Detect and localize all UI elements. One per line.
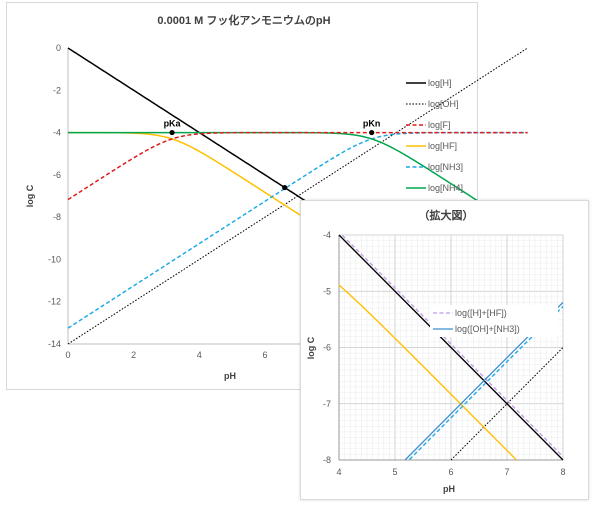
inset-y-tick-label: -4 bbox=[323, 230, 331, 240]
inset-chart: （拡大図） pH log C -4 -5 -6 -7 -8 4 5 6 7 8 log([H]+[H… bbox=[306, 208, 566, 494]
inset-legend-box bbox=[430, 305, 558, 337]
series-line-log-oh- bbox=[67, 47, 528, 345]
inset-x-tick-label: 8 bbox=[560, 467, 565, 477]
inset-series-line-log-h- bbox=[338, 234, 564, 461]
inset-legend-label: log([H]+[HF]) bbox=[455, 308, 507, 318]
x-axis-label: pH bbox=[224, 371, 236, 381]
inset-x-tick-label: 6 bbox=[448, 467, 453, 477]
y-tick-label: -12 bbox=[48, 297, 61, 307]
legend-label: log[OH] bbox=[428, 99, 459, 109]
x-tick-label: 4 bbox=[197, 350, 202, 360]
marker-point bbox=[369, 129, 375, 136]
inset-series-line-log-oh- bbox=[450, 347, 564, 461]
y-axis-label: log C bbox=[25, 184, 35, 207]
inset-title: （拡大図） bbox=[419, 208, 474, 222]
marker-point bbox=[169, 129, 175, 136]
y-tick-label: 0 bbox=[56, 43, 61, 53]
inset-x-tick-label: 4 bbox=[336, 467, 341, 477]
main-chart-panel: 0.0001 M フッ化アンモニウムのpH pH log C 0 -2 -4 -6 -8… bbox=[6, 2, 529, 390]
inset-x-tick-label: 5 bbox=[392, 467, 397, 477]
inset-y-tick-label: -6 bbox=[323, 343, 331, 353]
y-tick-label: -4 bbox=[53, 128, 61, 138]
inset-series-line-log-hf- bbox=[338, 284, 517, 460]
inset-y-tick-label: -5 bbox=[323, 286, 331, 296]
inset-series-line-log-h-hf- bbox=[341, 234, 564, 458]
chart-title: 0.0001 M フッ化アンモニウムのpH bbox=[157, 13, 330, 27]
annotation-pkn: pKn bbox=[363, 119, 381, 129]
marker-point bbox=[282, 184, 288, 191]
y-tick-label: -8 bbox=[53, 212, 61, 222]
x-tick-label: 6 bbox=[262, 350, 267, 360]
series-line-log-f- bbox=[67, 131, 528, 201]
inset-y-axis-label: log C bbox=[306, 336, 316, 359]
inset-x-axis-label: pH bbox=[443, 484, 455, 494]
legend-label: log[HF] bbox=[428, 141, 457, 151]
inset-legend-label: log([OH]+[NH3]) bbox=[455, 324, 520, 334]
legend-label: log[NH3] bbox=[428, 162, 463, 172]
y-tick-label: -2 bbox=[53, 85, 61, 95]
legend-label: log[H] bbox=[428, 78, 452, 88]
y-tick-label: -6 bbox=[53, 170, 61, 180]
x-tick-label: 2 bbox=[131, 350, 136, 360]
inset-y-tick-label: -8 bbox=[323, 455, 331, 465]
legend-label: log[F] bbox=[428, 120, 451, 130]
main-chart: 0.0001 M フッ化アンモニウムのpH pH log C 0 -2 -4 -6 -8… bbox=[25, 13, 529, 381]
inset-chart-panel: （拡大図） pH log C -4 -5 -6 -7 -8 4 5 6 7 8 log([H]+[H… bbox=[300, 200, 589, 500]
inset-series-line-log-nh3- bbox=[409, 306, 564, 460]
legend-label: log[NH4] bbox=[428, 183, 463, 193]
y-tick-label: -14 bbox=[48, 339, 61, 349]
y-tick-label: -10 bbox=[48, 254, 61, 264]
annotation-pka: pKa bbox=[164, 119, 182, 129]
inset-x-tick-label: 7 bbox=[504, 467, 509, 477]
inset-y-tick-label: -7 bbox=[323, 399, 331, 409]
x-tick-label: 0 bbox=[65, 350, 70, 360]
